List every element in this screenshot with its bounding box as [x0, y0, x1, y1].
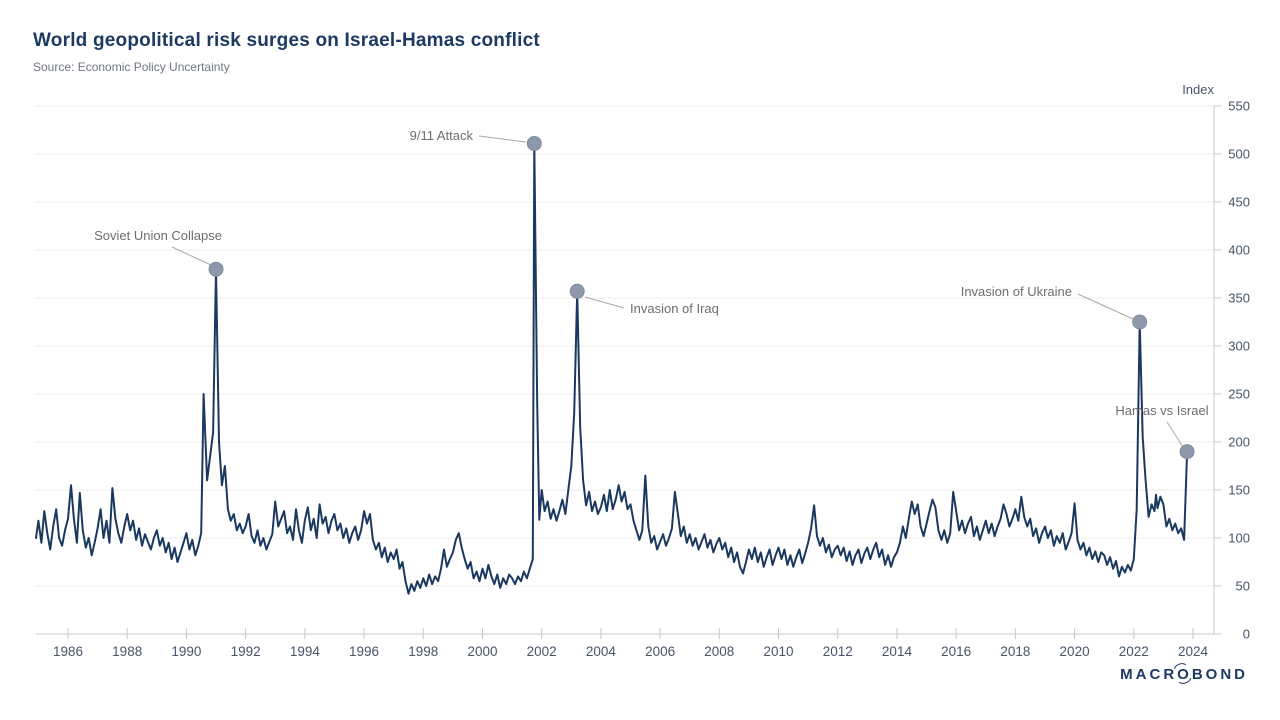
- event-marker: [208, 261, 224, 277]
- x-tick-label: 2016: [941, 644, 971, 659]
- y-tick-label: 300: [1228, 339, 1250, 354]
- y-tick-label: 400: [1228, 243, 1250, 258]
- annotation-leader-line: [1077, 293, 1134, 320]
- logo-text-prefix: MACR: [1120, 666, 1178, 683]
- annotation-label: Soviet Union Collapse: [94, 228, 222, 243]
- x-tick-label: 1994: [290, 644, 321, 659]
- event-marker: [569, 283, 585, 299]
- annotation-leader-line: [1166, 421, 1184, 448]
- y-tick-label: 500: [1228, 147, 1250, 162]
- x-tick-label: 2020: [1060, 644, 1090, 659]
- x-tick-label: 1986: [53, 644, 83, 659]
- annotation-leader-line: [584, 296, 625, 309]
- x-tick-label: 2006: [645, 644, 675, 659]
- x-tick-label: 2004: [586, 644, 617, 659]
- x-tick-label: 1996: [349, 644, 379, 659]
- y-axis-title: Index: [1182, 82, 1214, 97]
- event-marker: [1179, 444, 1195, 460]
- y-tick-label: 350: [1228, 291, 1250, 306]
- annotation-leader-line: [171, 246, 212, 266]
- x-tick-label: 2002: [527, 644, 557, 659]
- y-tick-label: 550: [1228, 99, 1250, 114]
- x-tick-label: 2012: [823, 644, 853, 659]
- x-tick-label: 2014: [882, 644, 913, 659]
- x-tick-label: 2024: [1178, 644, 1209, 659]
- x-tick-label: 2000: [467, 644, 497, 659]
- x-tick-label: 2008: [704, 644, 734, 659]
- annotation-leader-line: [478, 135, 527, 143]
- annotation-label: Invasion of Ukraine: [961, 284, 1072, 299]
- x-tick-label: 1990: [171, 644, 201, 659]
- logo-orbit-o-icon: O: [1177, 666, 1192, 683]
- x-tick-label: 1998: [408, 644, 438, 659]
- source-caption: Source: Economic Policy Uncertainty: [33, 60, 230, 74]
- y-tick-label: 100: [1228, 531, 1250, 546]
- y-tick-label: 150: [1228, 483, 1250, 498]
- y-tick-label: 0: [1243, 627, 1250, 642]
- logo-text-suffix: BOND: [1191, 666, 1248, 683]
- page-title: World geopolitical risk surges on Israel…: [33, 30, 540, 51]
- x-tick-label: 2010: [764, 644, 794, 659]
- y-tick-label: 450: [1228, 195, 1250, 210]
- x-tick-label: 1992: [231, 644, 261, 659]
- annotation-label: Invasion of Iraq: [630, 301, 719, 316]
- x-tick-label: 2022: [1119, 644, 1149, 659]
- annotation-label: 9/11 Attack: [410, 128, 474, 143]
- risk-index-line: [35, 142, 1189, 595]
- y-tick-label: 50: [1236, 579, 1250, 594]
- event-marker: [526, 135, 542, 151]
- y-tick-label: 200: [1228, 435, 1250, 450]
- event-marker: [1132, 314, 1148, 330]
- x-tick-label: 1988: [112, 644, 142, 659]
- x-tick-label: 2018: [1000, 644, 1030, 659]
- y-tick-label: 250: [1228, 387, 1250, 402]
- annotation-label: Hamas vs Israel: [1115, 403, 1208, 418]
- macrobond-logo: MACROBOND: [1120, 666, 1248, 683]
